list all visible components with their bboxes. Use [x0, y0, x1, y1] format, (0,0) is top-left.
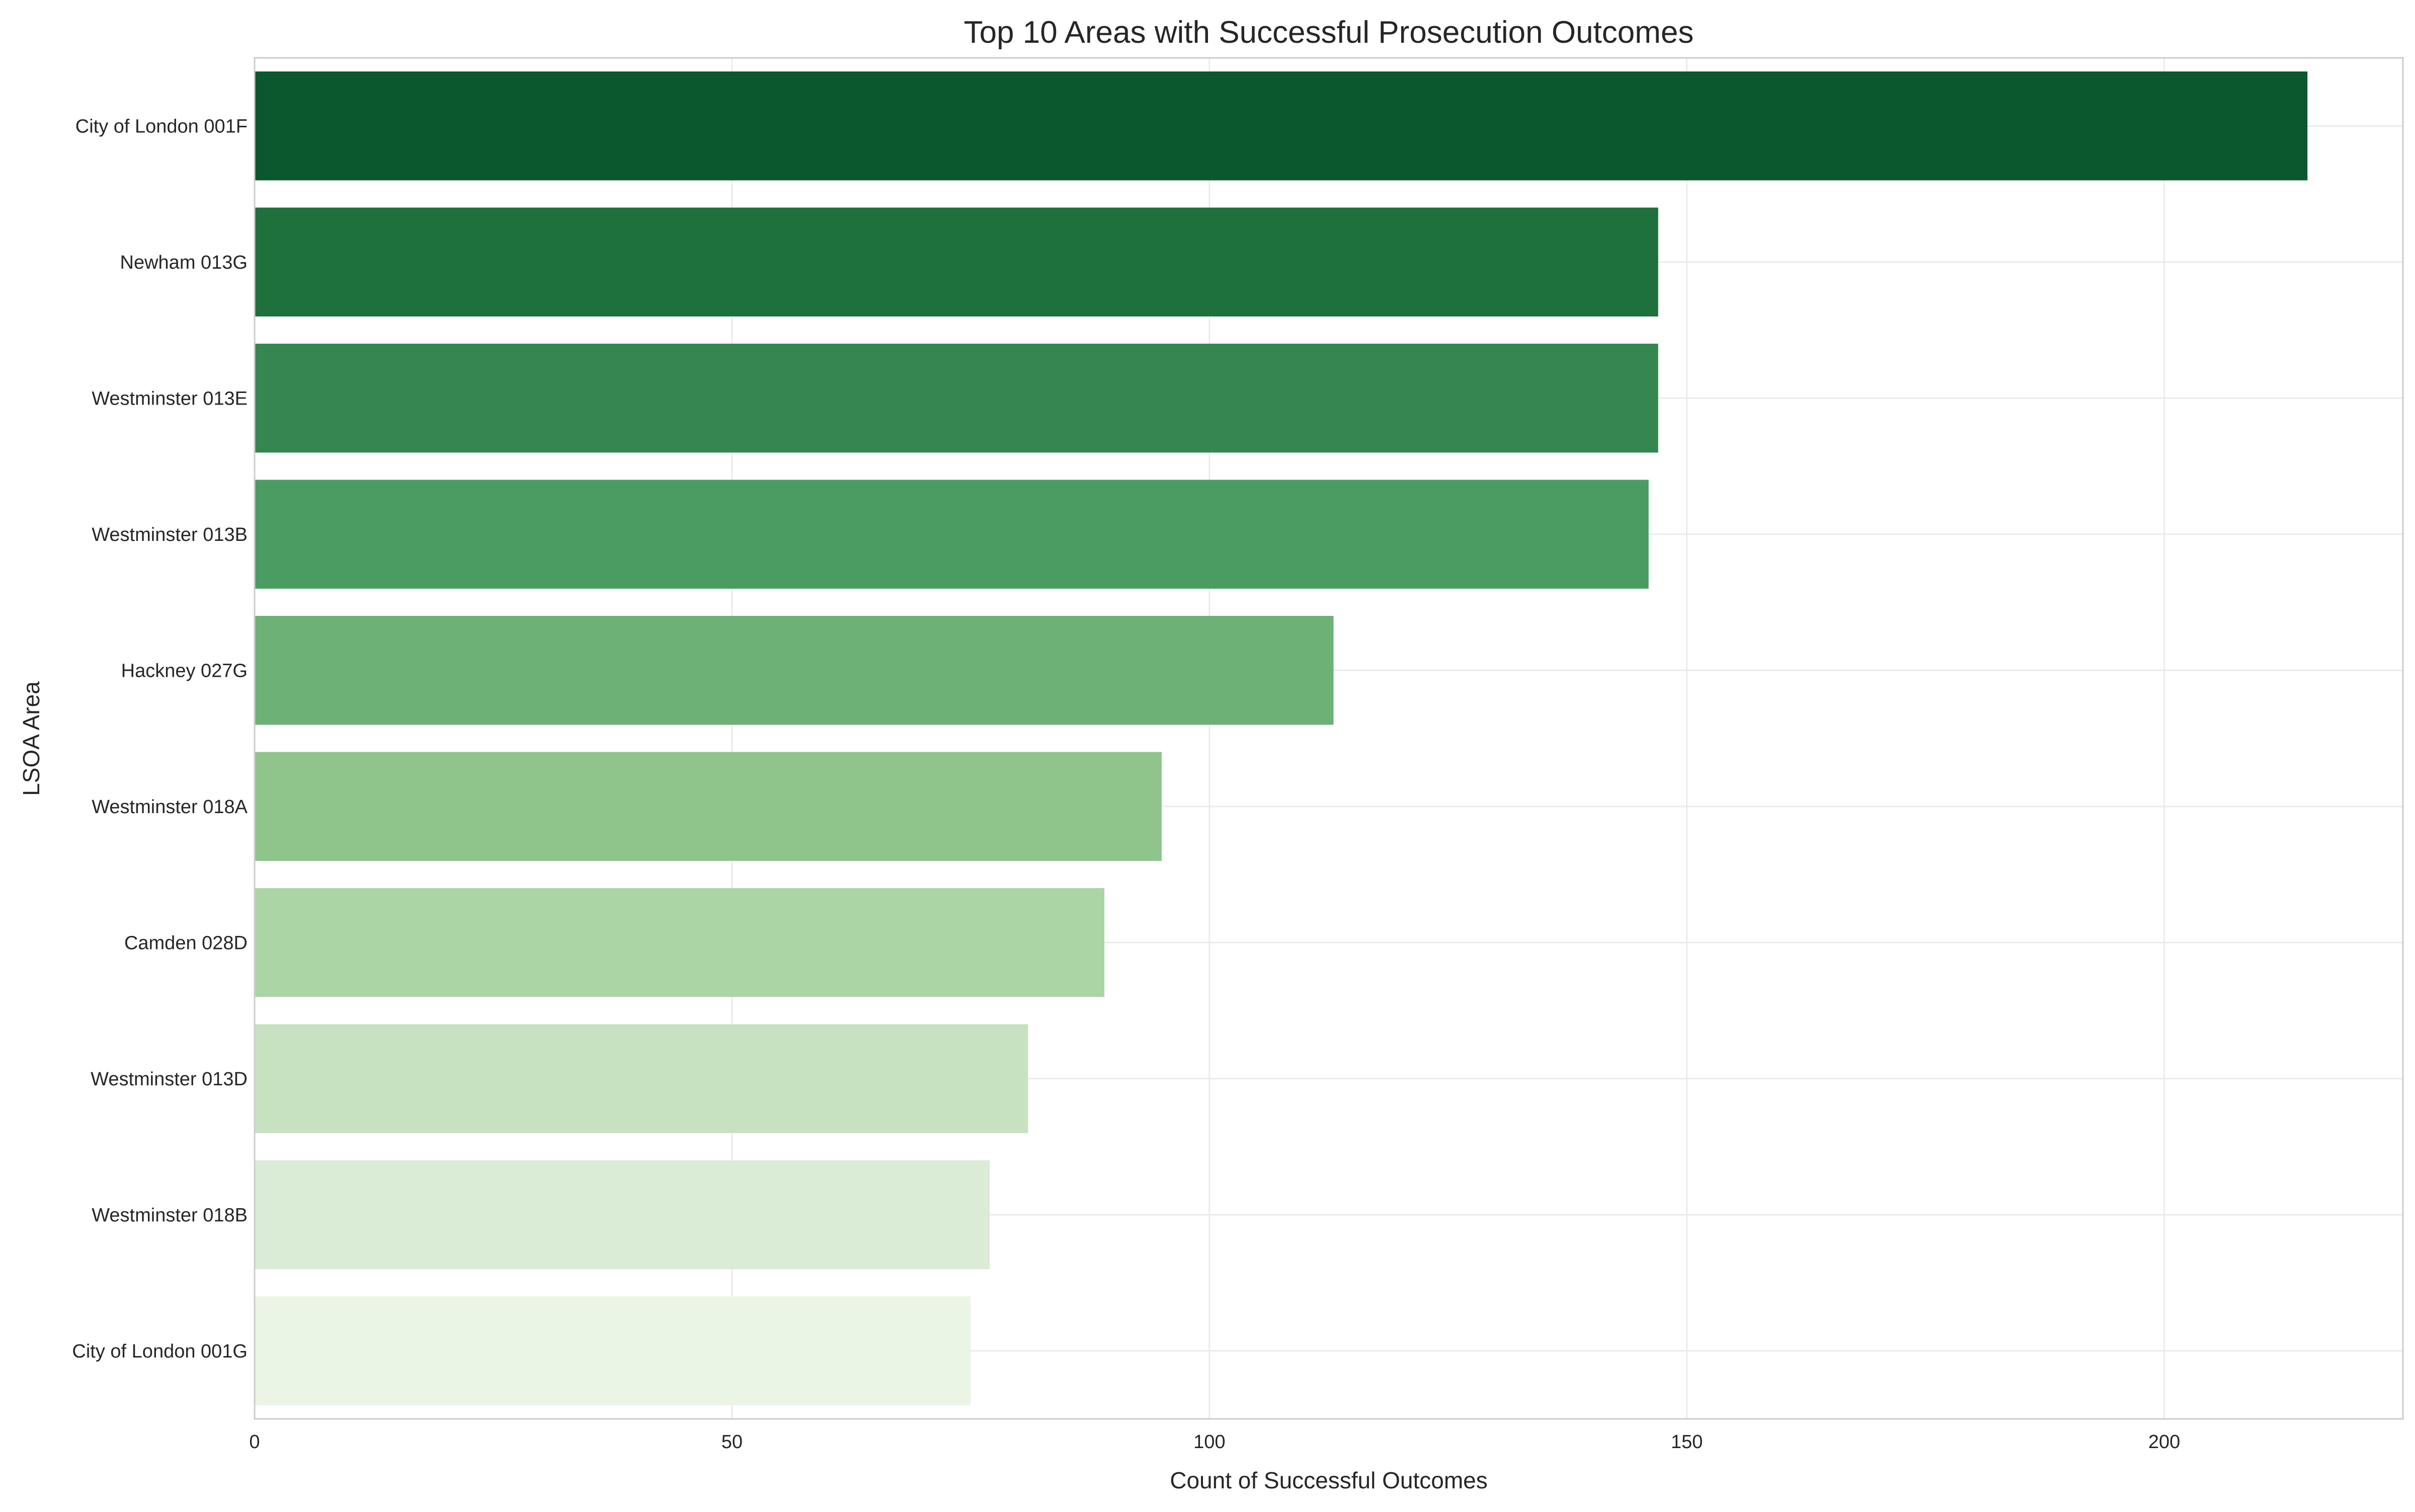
bar [255, 344, 1658, 453]
bars [255, 71, 2308, 1405]
plot-frame [254, 57, 2404, 1420]
y-tick-label: Hackney 027G [121, 660, 248, 681]
x-tick-label: 200 [2148, 1431, 2180, 1453]
y-tick-label: Westminster 013E [92, 388, 248, 409]
x-tick-label: 100 [1193, 1431, 1225, 1453]
bar [255, 480, 1649, 589]
bar [255, 888, 1105, 997]
tick-labels: 0 50 100 150 200 City of London 001F Newham 01… [72, 116, 2180, 1453]
x-tick-label: 0 [249, 1431, 260, 1453]
bar [255, 1160, 990, 1269]
x-axis-label: Count of Successful Outcomes [1170, 1467, 1488, 1493]
y-tick-label: City of London 001G [72, 1341, 248, 1362]
bar [255, 752, 1162, 861]
bar [255, 1024, 1028, 1133]
y-tick-label: City of London 001F [75, 116, 248, 137]
bar [255, 616, 1334, 725]
y-tick-label: Westminster 018A [92, 797, 248, 818]
y-tick-label: Camden 028D [124, 932, 248, 953]
chart-title: Top 10 Areas with Successful Prosecution… [964, 15, 1694, 50]
bar [255, 207, 1658, 316]
y-tick-label: Newham 013G [120, 252, 248, 273]
y-tick-label: Westminster 018B [92, 1205, 248, 1226]
y-tick-label: Westminster 013B [92, 524, 248, 545]
bar [255, 71, 2308, 181]
y-axis-label: LSOA Area [18, 681, 44, 796]
y-tick-label: Westminster 013D [91, 1069, 248, 1090]
x-tick-label: 50 [721, 1431, 743, 1453]
x-tick-label: 150 [1671, 1431, 1703, 1453]
bar [255, 1296, 971, 1405]
